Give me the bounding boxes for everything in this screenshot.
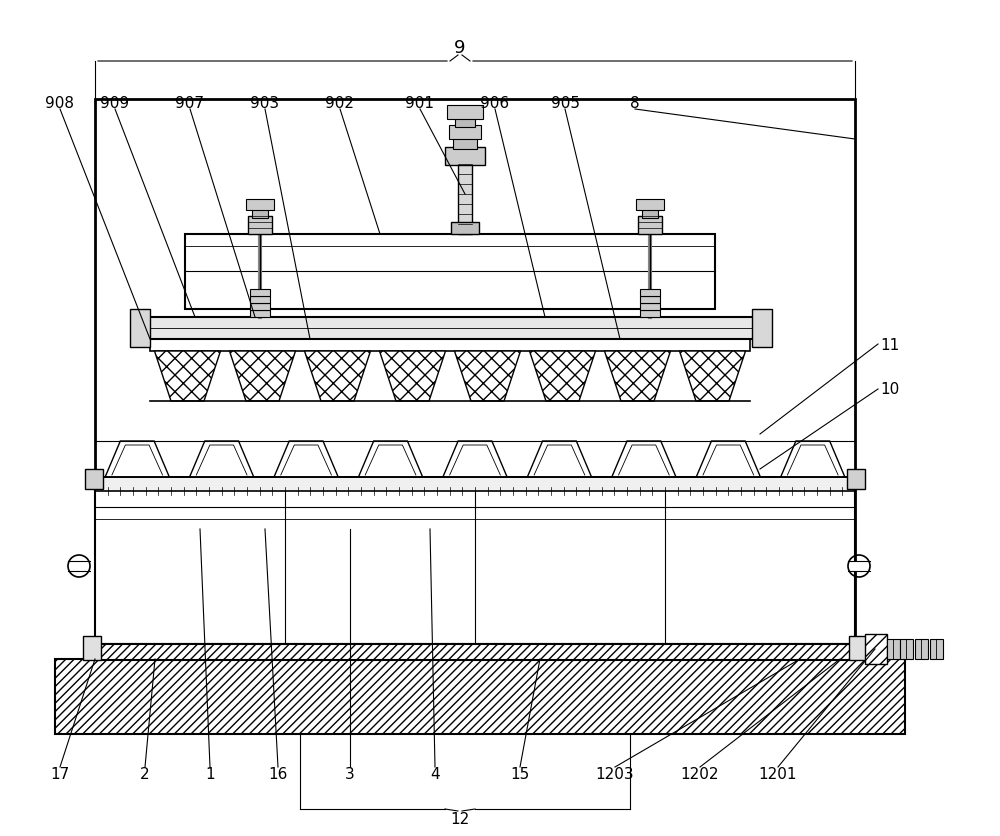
Polygon shape	[230, 352, 296, 401]
Text: 12: 12	[450, 812, 470, 827]
Bar	[453, 138, 477, 150]
Bar	[887, 640, 900, 660]
Polygon shape	[179, 441, 264, 477]
Bar	[848, 561, 870, 571]
Bar	[95, 99, 855, 660]
Text: 9: 9	[454, 39, 466, 57]
Polygon shape	[454, 352, 520, 401]
Text: 11: 11	[880, 337, 899, 352]
Bar	[636, 200, 664, 211]
Bar	[95, 645, 855, 660]
Bar	[248, 217, 272, 235]
Text: 905: 905	[550, 95, 580, 110]
Bar	[640, 289, 660, 297]
Bar	[640, 311, 660, 318]
Bar	[455, 118, 475, 128]
Text: 908: 908	[46, 95, 74, 110]
Text: 907: 907	[176, 95, 205, 110]
Text: 901: 901	[406, 95, 434, 110]
Bar	[250, 303, 270, 311]
Bar	[95, 477, 855, 492]
Text: 15: 15	[510, 767, 530, 782]
Bar	[140, 318, 760, 339]
Polygon shape	[604, 352, 670, 401]
Polygon shape	[517, 441, 602, 477]
Bar	[915, 640, 928, 660]
Text: 1203: 1203	[596, 767, 634, 782]
Bar	[642, 209, 658, 219]
Bar	[83, 636, 101, 660]
Bar	[252, 209, 268, 219]
Bar	[447, 106, 483, 120]
Polygon shape	[95, 441, 179, 477]
Text: 1: 1	[205, 767, 215, 782]
Bar	[865, 635, 887, 665]
Text: 3: 3	[345, 767, 355, 782]
Polygon shape	[686, 441, 771, 477]
Text: 903: 903	[250, 95, 280, 110]
Bar	[95, 489, 855, 645]
Bar	[752, 309, 772, 348]
Text: 16: 16	[268, 767, 288, 782]
Bar	[849, 636, 867, 660]
Bar	[640, 297, 660, 303]
Text: 17: 17	[50, 767, 70, 782]
Polygon shape	[304, 352, 370, 401]
Text: 8: 8	[630, 95, 640, 110]
Bar	[638, 217, 662, 235]
Polygon shape	[380, 352, 446, 401]
Bar	[150, 339, 750, 352]
Polygon shape	[680, 352, 746, 401]
Bar	[449, 126, 481, 140]
Bar	[640, 303, 660, 311]
Bar	[68, 561, 90, 571]
Bar	[900, 640, 913, 660]
Text: 1201: 1201	[759, 767, 797, 782]
Bar	[246, 200, 274, 211]
Text: 906: 906	[480, 95, 510, 110]
Text: 1202: 1202	[681, 767, 719, 782]
Polygon shape	[348, 441, 433, 477]
Bar	[458, 165, 472, 235]
Text: 2: 2	[140, 767, 150, 782]
Bar	[451, 222, 479, 235]
Bar	[185, 235, 715, 309]
Bar	[847, 470, 865, 489]
Bar	[250, 289, 270, 297]
Text: 10: 10	[880, 382, 899, 397]
Bar	[130, 309, 150, 348]
Text: 909: 909	[100, 95, 130, 110]
Polygon shape	[530, 352, 596, 401]
Bar	[930, 640, 943, 660]
Bar	[250, 297, 270, 303]
Bar	[85, 470, 103, 489]
Polygon shape	[154, 352, 220, 401]
Bar	[250, 311, 270, 318]
Text: 4: 4	[430, 767, 440, 782]
Bar	[55, 660, 905, 734]
Polygon shape	[771, 441, 855, 477]
Polygon shape	[264, 441, 348, 477]
Bar	[445, 148, 485, 166]
Polygon shape	[433, 441, 517, 477]
Text: 902: 902	[326, 95, 354, 110]
Polygon shape	[602, 441, 686, 477]
